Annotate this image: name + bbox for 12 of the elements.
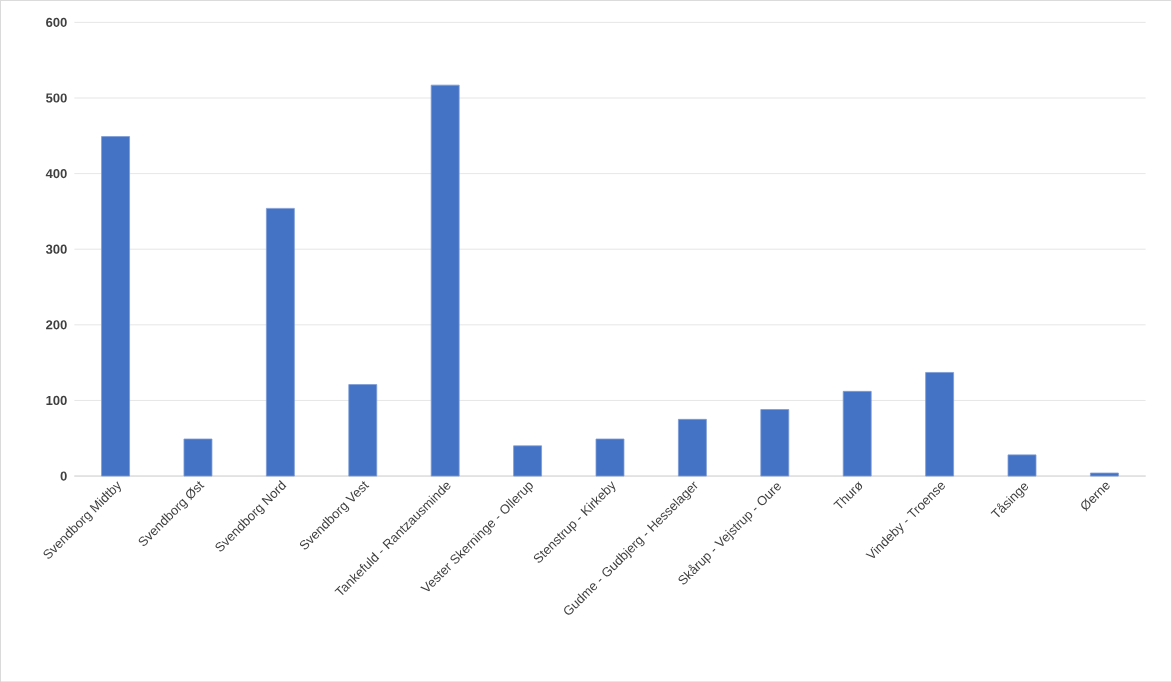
bar (1007, 454, 1037, 477)
bar (101, 136, 130, 477)
bar (595, 438, 625, 477)
bar (925, 371, 954, 477)
bar (265, 207, 295, 477)
bar (430, 84, 460, 477)
bar (183, 438, 213, 477)
bar (513, 445, 542, 477)
bar (678, 418, 707, 477)
bar (348, 384, 378, 477)
bar (760, 408, 790, 477)
bar (842, 390, 872, 477)
